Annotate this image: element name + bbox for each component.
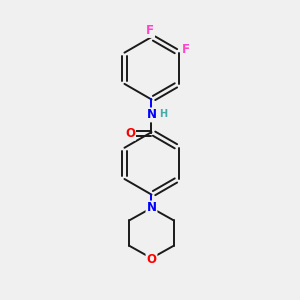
Text: O: O xyxy=(146,253,157,266)
Text: N: N xyxy=(146,202,157,214)
Text: F: F xyxy=(146,24,154,37)
Text: H: H xyxy=(159,109,167,119)
Text: O: O xyxy=(125,127,135,140)
Text: F: F xyxy=(182,43,190,56)
Text: N: N xyxy=(146,108,157,122)
